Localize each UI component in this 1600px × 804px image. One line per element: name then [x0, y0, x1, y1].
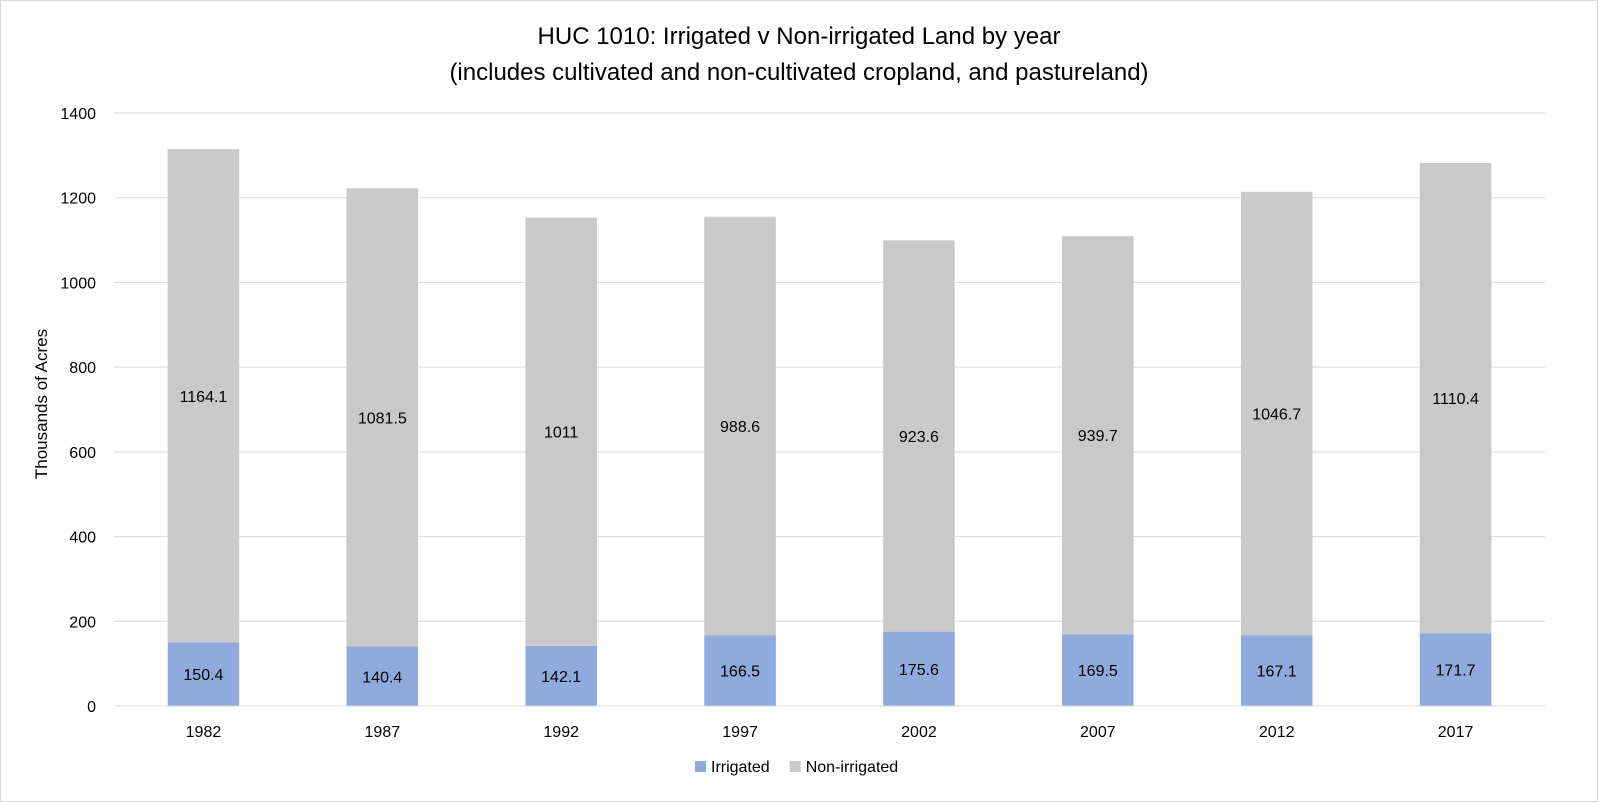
data-label: 923.6: [899, 429, 939, 446]
y-tick-label: 1200: [60, 191, 96, 208]
data-label: 140.4: [362, 669, 402, 686]
data-label: 1110.4: [1432, 391, 1479, 408]
data-label: 1046.7: [1252, 407, 1301, 424]
bar-non-irrigated-2012: [1240, 191, 1313, 636]
data-label: 175.6: [899, 662, 939, 679]
data-label: 166.5: [720, 664, 760, 681]
y-tick-label: 0: [87, 699, 96, 716]
gridlines: [114, 112, 1545, 622]
data-label: 150.4: [183, 667, 223, 684]
bar-irrigated-1987: [346, 646, 419, 706]
bar-irrigated-1982: [167, 642, 240, 706]
x-tick-label: 2012: [1259, 724, 1295, 741]
data-label: 988.6: [720, 419, 760, 436]
y-tick-label: 800: [69, 360, 96, 377]
bar-irrigated-2007: [1062, 634, 1134, 706]
bar-non-irrigated-2007: [1062, 236, 1134, 635]
bar-irrigated-2002: [883, 631, 955, 706]
bar-non-irrigated-2002: [883, 240, 955, 632]
legend-label: Non-irrigated: [806, 759, 898, 776]
data-label: 939.7: [1078, 428, 1118, 445]
data-label: 142.1: [541, 669, 581, 686]
x-tick-label: 1992: [543, 724, 579, 741]
y-tick-label: 1400: [60, 106, 96, 123]
bar-irrigated-2012: [1240, 635, 1313, 706]
y-tick-label: 1000: [60, 275, 96, 292]
data-label: 169.5: [1078, 663, 1118, 680]
data-labels: 150.4 1164.1 140.4 1081.5 142.1 1011 166.5 988.…: [180, 389, 1479, 687]
bar-non-irrigated-2017: [1419, 162, 1492, 634]
bar-non-irrigated-1997: [704, 216, 776, 636]
bars: [167, 149, 1492, 706]
data-label: 167.1: [1257, 664, 1297, 681]
data-label: 1011: [544, 425, 579, 442]
bar-non-irrigated-1992: [525, 217, 597, 646]
x-tick-label: 2017: [1438, 724, 1474, 741]
legend-label: Irrigated: [711, 759, 770, 776]
x-axis-ticks: 1982 1987 1992 1997 2002 2007 2012 2017: [186, 724, 1474, 741]
bar-non-irrigated-1982: [167, 149, 240, 643]
y-tick-label: 400: [69, 530, 96, 547]
y-axis-label: Thousands of Acres: [32, 329, 51, 479]
bar-non-irrigated-1987: [346, 188, 419, 647]
x-tick-label: 1987: [365, 724, 401, 741]
y-axis-ticks: 0 200 400 600 800 1000 1200 1400: [60, 106, 96, 716]
bar-irrigated-2017: [1419, 633, 1492, 706]
chart-subtitle: (includes cultivated and non-cultivated …: [449, 59, 1148, 86]
x-tick-label: 1997: [722, 724, 758, 741]
legend: Irrigated Non-irrigated: [695, 759, 898, 776]
x-tick-label: 2002: [901, 724, 937, 741]
x-tick-label: 1982: [186, 724, 222, 741]
y-tick-label: 600: [69, 445, 96, 462]
bar-irrigated-1992: [525, 645, 597, 706]
data-label: 1081.5: [358, 410, 407, 427]
x-tick-label: 2007: [1080, 724, 1116, 741]
chart-title: HUC 1010: Irrigated v Non-irrigated Land…: [538, 23, 1061, 50]
y-tick-label: 200: [69, 614, 96, 631]
data-label: 1164.1: [180, 389, 228, 406]
bar-irrigated-1997: [704, 635, 776, 706]
data-label: 171.7: [1436, 663, 1476, 680]
legend-swatch-irrigated: [695, 761, 706, 772]
legend-swatch-non-irrigated: [789, 761, 801, 772]
